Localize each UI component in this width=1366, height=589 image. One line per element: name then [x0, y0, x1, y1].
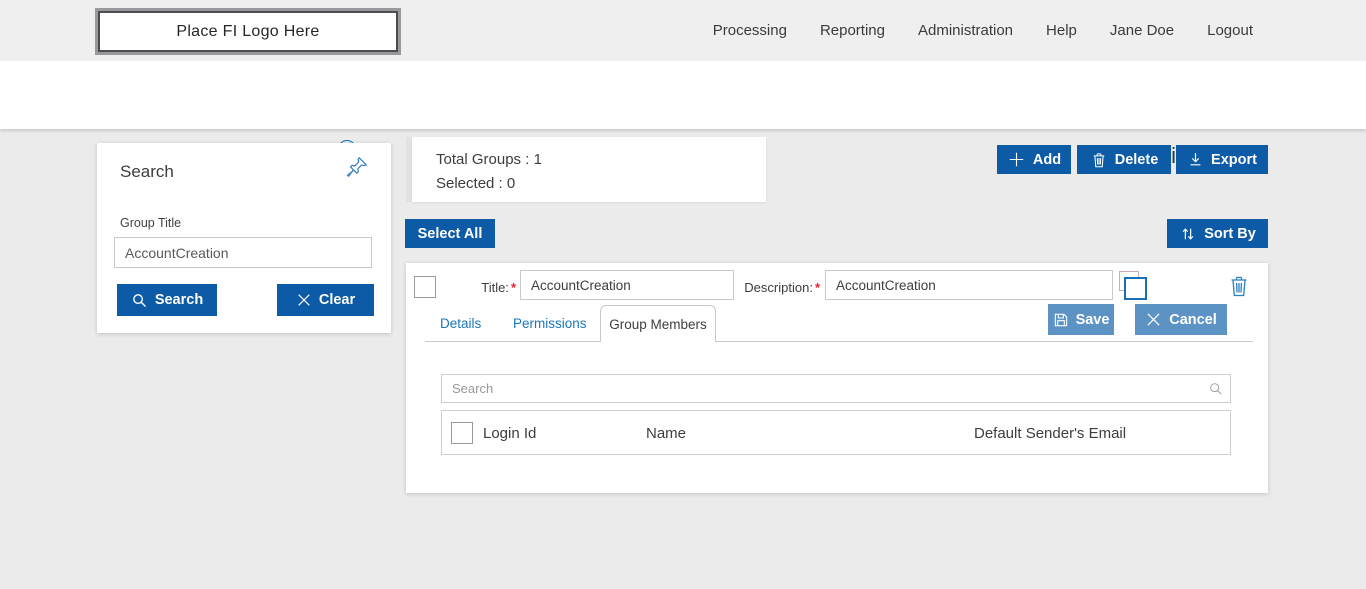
copy-icon-front [1124, 277, 1147, 300]
cancel-button[interactable]: Cancel [1135, 304, 1227, 335]
tab-underline [425, 341, 1253, 342]
column-login-id: Login Id [483, 425, 537, 442]
select-all-label: Select All [417, 225, 483, 242]
tab-permissions[interactable]: Permissions [513, 316, 587, 331]
export-button-label: Export [1211, 151, 1257, 168]
delete-button-label: Delete [1114, 151, 1159, 168]
selected-count: Selected : 0 [436, 175, 515, 192]
save-button[interactable]: Save [1048, 304, 1114, 335]
nav-logout[interactable]: Logout [1207, 22, 1253, 39]
select-all-button[interactable]: Select All [405, 219, 495, 248]
download-icon [1190, 153, 1201, 166]
cancel-button-label: Cancel [1169, 311, 1217, 328]
clear-button[interactable]: Clear [277, 284, 374, 316]
group-row-checkbox[interactable] [414, 276, 436, 298]
members-search-input[interactable] [442, 375, 1230, 402]
save-floppy-icon [1054, 313, 1067, 326]
selected-label: Selected : [436, 175, 503, 192]
selected-value: 0 [506, 175, 516, 192]
search-button[interactable]: Search [117, 284, 217, 316]
title-input[interactable] [520, 270, 734, 300]
nav-user-jane-doe[interactable]: Jane Doe [1109, 22, 1175, 39]
save-button-label: Save [1075, 311, 1110, 328]
group-editor-panel: Title:* Description:* Details Permission… [406, 263, 1268, 493]
sort-by-label: Sort By [1204, 225, 1256, 242]
tab-details[interactable]: Details [440, 316, 482, 331]
members-table-header: Login Id Name Default Sender's Email [441, 410, 1231, 455]
nav-processing[interactable]: Processing [712, 22, 787, 39]
group-title-label: Group Title [120, 216, 182, 230]
column-default-senders-email: Default Sender's Email [974, 425, 1127, 442]
plus-icon [1009, 152, 1024, 167]
description-input[interactable] [825, 270, 1113, 300]
page-header: Group Maintenance i Kinective Sign [0, 61, 1366, 170]
members-search-icon[interactable] [1208, 381, 1224, 397]
title-label: Title: * [446, 280, 516, 295]
total-groups: Total Groups : 1 [436, 151, 542, 168]
clear-x-icon [298, 294, 310, 306]
description-required-mark: * [814, 280, 820, 295]
column-name: Name [646, 425, 687, 442]
clear-button-label: Clear [318, 292, 356, 308]
sort-icon [1182, 227, 1194, 240]
summary-left-strip [406, 137, 412, 202]
members-search-box [441, 374, 1231, 403]
title-required-mark: * [510, 280, 516, 295]
total-groups-value: 1 [533, 151, 542, 168]
total-groups-label: Total Groups : [436, 151, 530, 168]
sort-by-button[interactable]: Sort By [1167, 219, 1268, 248]
nav-help[interactable]: Help [1046, 22, 1077, 39]
delete-button[interactable]: Delete [1077, 145, 1171, 174]
delete-group-icon[interactable] [1227, 272, 1251, 300]
fi-logo-placeholder: Place FI Logo Here [95, 8, 401, 55]
summary-box: Total Groups : 1 Selected : 0 [412, 137, 766, 202]
nav-reporting[interactable]: Reporting [819, 22, 885, 39]
members-select-all-checkbox[interactable] [451, 422, 473, 444]
search-button-label: Search [154, 292, 204, 308]
search-panel-title: Search [120, 162, 174, 181]
cancel-x-icon [1147, 313, 1160, 326]
description-label: Description: * [740, 280, 820, 295]
search-panel: Search Group Title Search Clear [97, 143, 391, 333]
top-navigation: Processing Reporting Administration Help… [713, 0, 1253, 61]
nav-administration[interactable]: Administration [917, 22, 1014, 39]
top-bar: Place FI Logo Here Processing Reporting … [0, 0, 1366, 61]
group-title-input[interactable] [114, 237, 372, 268]
add-button[interactable]: Add [997, 145, 1071, 174]
trash-icon [1093, 152, 1104, 167]
title-label-text: Title: [481, 280, 509, 295]
fi-logo-text: Place FI Logo Here [176, 22, 320, 40]
tab-group-members[interactable]: Group Members [600, 305, 716, 342]
export-button[interactable]: Export [1176, 145, 1268, 174]
pin-icon[interactable] [345, 155, 369, 179]
add-button-label: Add [1032, 151, 1062, 168]
search-icon [132, 293, 146, 307]
copy-group-icon[interactable] [1118, 271, 1148, 301]
description-label-text: Description: [744, 280, 813, 295]
